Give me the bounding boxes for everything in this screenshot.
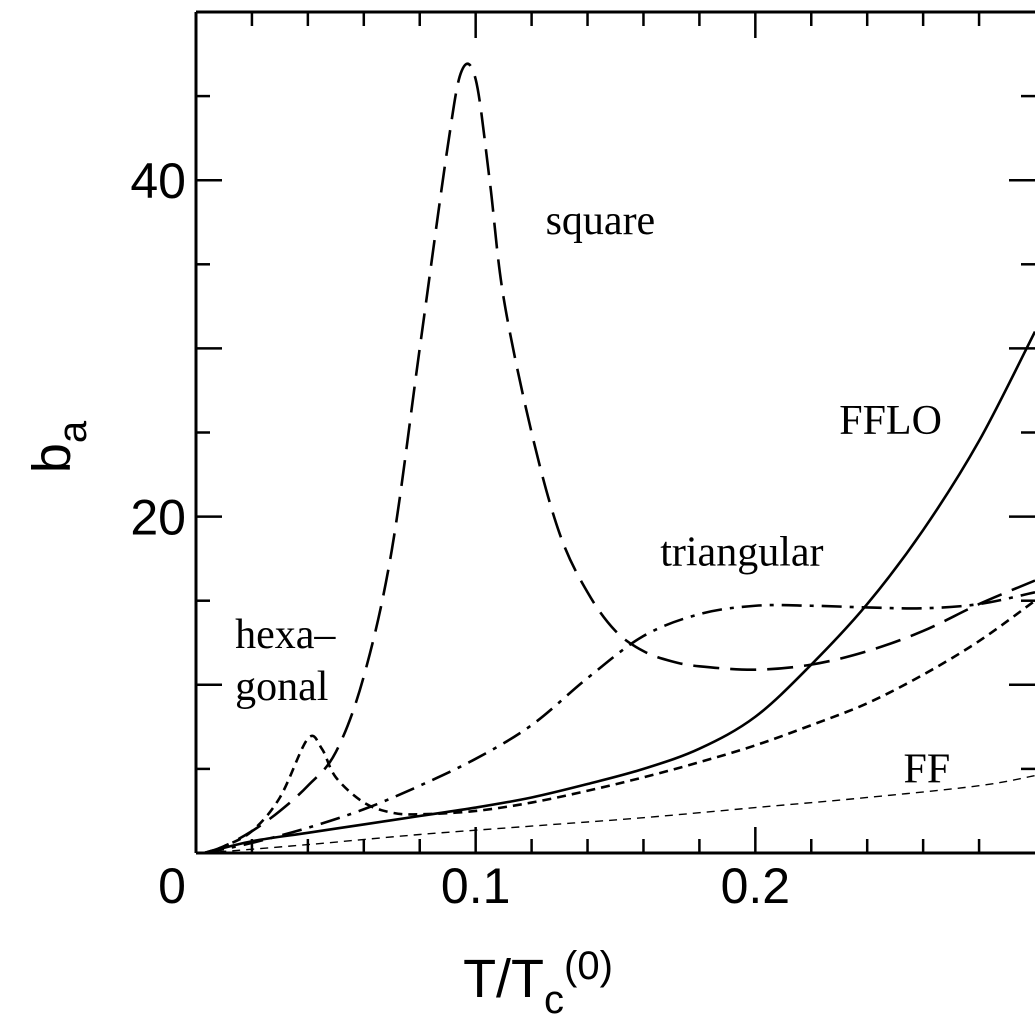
label-triangular: triangular — [660, 529, 823, 575]
annotations: square FFLO triangular hexa– gonal FF — [235, 198, 950, 792]
x-axis-title: T/Tc(0) — [463, 944, 613, 1014]
label-square: square — [546, 198, 656, 244]
label-hexagonal: hexa– gonal — [235, 612, 336, 710]
x-tick-label: 0.2 — [721, 858, 791, 914]
label-ff: FF — [904, 746, 951, 792]
y-tick-label: 20 — [130, 490, 186, 546]
series-square-line — [204, 64, 1035, 853]
x-tick-label: 0 — [158, 858, 186, 914]
y-axis-title: ba — [22, 420, 95, 473]
y-tick-label: 40 — [130, 153, 186, 209]
x-tick-label: 0.1 — [441, 858, 511, 914]
series-layer — [204, 64, 1035, 853]
label-fflo: FFLO — [839, 398, 942, 444]
